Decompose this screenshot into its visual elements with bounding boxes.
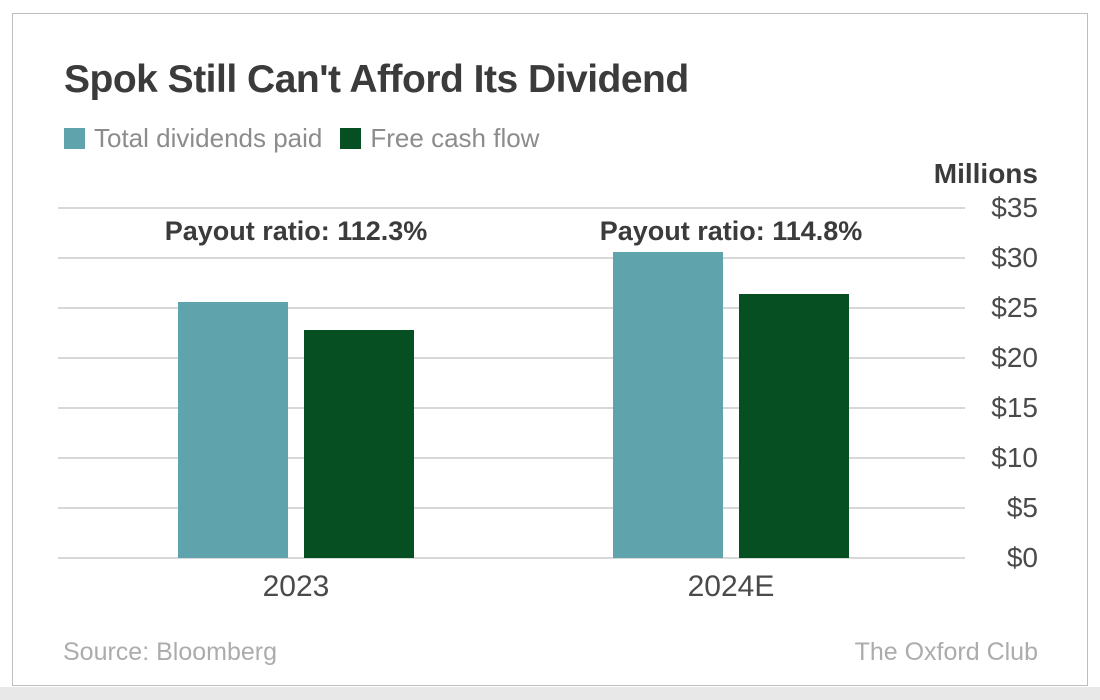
bar-free-cash-flow-2024e xyxy=(739,294,849,558)
legend-item-fcf: Free cash flow xyxy=(340,123,539,154)
y-tick-label-35: $35 xyxy=(991,192,1038,223)
attribution: The Oxford Club xyxy=(854,638,1038,666)
y-tick-label-0: $0 xyxy=(1006,542,1038,573)
legend-swatch-dividends-icon xyxy=(64,128,85,149)
y-axis-unit-label: Millions xyxy=(933,158,1038,189)
legend-label-dividends: Total dividends paid xyxy=(94,123,323,153)
gridline-10 xyxy=(58,457,965,459)
bar-free-cash-flow-2023 xyxy=(304,330,414,558)
gridline-35 xyxy=(58,207,965,209)
y-tick-label-10: $10 xyxy=(991,442,1038,473)
page-bottom-strip xyxy=(0,687,1100,700)
y-tick-label-25: $25 xyxy=(991,292,1038,323)
y-tick-label-30: $30 xyxy=(991,242,1038,273)
x-axis-label-2023: 2023 xyxy=(262,570,330,603)
legend-item-dividends: Total dividends paid xyxy=(64,123,322,154)
chart-title: Spok Still Can't Afford Its Dividend xyxy=(64,58,689,101)
gridline-5 xyxy=(58,507,965,509)
y-tick-label-5: $5 xyxy=(1006,492,1038,523)
bar-total-dividends-paid-2023 xyxy=(178,302,288,558)
gridline-30 xyxy=(58,257,965,259)
gridline-20 xyxy=(58,357,965,359)
y-tick-label-15: $15 xyxy=(991,392,1038,423)
x-axis-label-2024e: 2024E xyxy=(687,570,775,603)
source-note: Source: Bloomberg xyxy=(63,638,278,666)
legend-label-fcf: Free cash flow xyxy=(370,123,540,153)
legend: Total dividends paid Free cash flow xyxy=(64,123,539,154)
payout-ratio-annotation-2023: Payout ratio: 112.3% xyxy=(164,216,428,246)
gridline-25 xyxy=(58,307,965,309)
gridline-0 xyxy=(58,557,965,559)
legend-swatch-fcf-icon xyxy=(340,128,362,149)
payout-ratio-annotation-2024e: Payout ratio: 114.8% xyxy=(599,216,863,246)
y-tick-label-20: $20 xyxy=(991,342,1038,373)
bar-total-dividends-paid-2024e xyxy=(613,252,723,558)
gridline-15 xyxy=(58,407,965,409)
chart-card-frame xyxy=(12,13,1088,686)
